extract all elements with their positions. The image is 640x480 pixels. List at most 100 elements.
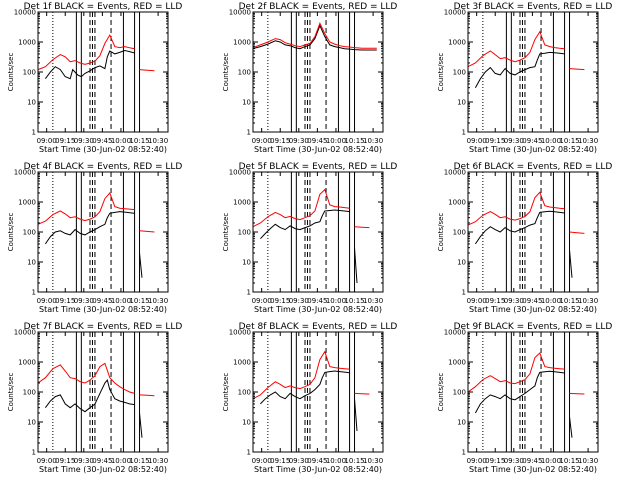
x-axis-label: Start Time (30-Jun-02 08:52:40) [39,465,167,474]
events-series-line [569,416,573,438]
x-tick-label: 09:00 [252,457,272,465]
x-tick-label: 09:15 [270,137,290,145]
lld-series-line [37,362,135,394]
y-tick-label: 10 [457,419,466,427]
detector-panel-6: Det 6f BLACK = Events, RED = LLD 1 10 100 10… [437,162,612,314]
lld-series-line [139,230,155,233]
lld-series-line [569,231,585,234]
x-tick-label: 10:15 [344,137,364,145]
x-tick-label: 09:45 [522,137,542,145]
x-tick-label: 09:00 [467,457,487,465]
plot-frame [467,331,599,453]
x-axis-label: Start Time (30-Jun-02 08:52:40) [254,145,382,154]
x-tick-label: 09:00 [37,457,57,465]
x-tick-label: 09:45 [522,297,542,305]
y-tick-label: 10 [457,259,466,267]
events-series-line [354,398,358,432]
panel-title: Det 4f BLACK = Events, RED = LLD [24,162,183,172]
events-series-line [139,412,143,438]
x-tick-label: 09:30 [74,297,94,305]
y-tick-label: 1 [32,129,36,137]
y-tick-label: 1000 [18,39,36,47]
x-tick-label: 10:30 [363,137,383,145]
y-tick-label: 1000 [233,39,251,47]
y-tick-label: 100 [238,229,251,237]
x-tick-label: 09:30 [74,457,94,465]
y-tick-label: 10000 [14,9,36,17]
y-axis-label: Counts/sec [437,213,445,252]
x-tick-label: 09:15 [485,457,505,465]
detector-panel-9: Det 9f BLACK = Events, RED = LLD 1 10 100 10… [437,322,612,474]
y-tick-label: 10 [27,259,36,267]
x-tick-label: 10:15 [344,457,364,465]
y-tick-label: 1 [32,449,36,457]
y-axis-label: Counts/sec [222,213,230,252]
x-tick-label: 09:00 [37,297,57,305]
detector-panel-2: Det 2f BLACK = Events, RED = LLD 1 10 100 10… [222,2,397,154]
plot-frame [467,11,599,133]
panel-title: Det 9f BLACK = Events, RED = LLD [454,322,613,332]
y-tick-label: 10 [242,99,251,107]
plot-frame [37,11,169,133]
events-series-line [44,211,135,245]
lld-series-line [139,394,155,397]
x-tick-label: 09:00 [252,297,272,305]
lld-series-line [252,350,350,400]
x-tick-label: 09:45 [522,457,542,465]
x-axis-label: Start Time (30-Jun-02 08:52:40) [39,305,167,314]
x-tick-label: 10:30 [363,457,383,465]
plot-frame [37,331,169,453]
panel-title: Det 2f BLACK = Events, RED = LLD [239,2,398,12]
panel-title: Det 7f BLACK = Events, RED = LLD [24,322,183,332]
y-tick-label: 10000 [229,329,251,337]
y-tick-label: 1 [462,289,466,297]
x-tick-label: 10:30 [148,137,168,145]
panel-title: Det 5f BLACK = Events, RED = LLD [239,162,398,172]
y-tick-label: 10000 [444,329,466,337]
x-tick-label: 09:15 [55,297,75,305]
y-tick-label: 1000 [233,199,251,207]
y-tick-label: 1 [32,289,36,297]
x-tick-label: 10:15 [559,457,579,465]
x-tick-label: 09:45 [307,297,327,305]
x-axis-label: Start Time (30-Jun-02 08:52:40) [469,145,597,154]
x-tick-label: 10:30 [578,137,598,145]
detector-panel-7: Det 7f BLACK = Events, RED = LLD 1 10 100 10… [7,322,182,474]
x-tick-label: 09:30 [289,457,309,465]
x-tick-label: 09:30 [504,137,524,145]
detector-panel-1: Det 1f BLACK = Events, RED = LLD 1 10 100 10… [7,2,182,154]
x-tick-label: 10:15 [129,457,149,465]
y-tick-label: 10 [27,419,36,427]
lld-series-line [467,191,565,226]
x-tick-label: 09:45 [307,137,327,145]
lld-series-line [467,352,565,393]
y-tick-label: 10 [242,259,251,267]
panel-title: Det 8f BLACK = Events, RED = LLD [239,322,398,332]
x-tick-label: 09:45 [92,297,112,305]
x-tick-label: 10:15 [559,137,579,145]
y-tick-label: 1000 [448,199,466,207]
x-axis-label: Start Time (30-Jun-02 08:52:40) [469,465,597,474]
events-series-line [260,370,350,405]
y-tick-label: 1 [462,129,466,137]
lld-series-line [37,34,135,71]
x-tick-label: 10:30 [578,297,598,305]
y-tick-label: 10000 [229,9,251,17]
y-axis-label: Counts/sec [7,213,15,252]
y-tick-label: 10 [457,99,466,107]
x-tick-label: 09:30 [504,297,524,305]
panel-title: Det 3f BLACK = Events, RED = LLD [454,2,613,12]
y-tick-label: 10000 [229,169,251,177]
x-tick-label: 10:00 [541,137,561,145]
x-tick-label: 10:00 [326,137,346,145]
detector-panel-3: Det 3f BLACK = Events, RED = LLD 1 10 100 10… [437,2,612,154]
x-tick-label: 10:00 [326,297,346,305]
x-tick-label: 10:00 [326,457,346,465]
events-series-line [354,247,358,284]
x-tick-label: 09:15 [270,297,290,305]
x-tick-label: 10:00 [111,457,131,465]
x-tick-label: 09:00 [252,137,272,145]
x-tick-label: 10:15 [344,297,364,305]
x-tick-label: 09:30 [74,137,94,145]
plot-frame [467,171,599,293]
